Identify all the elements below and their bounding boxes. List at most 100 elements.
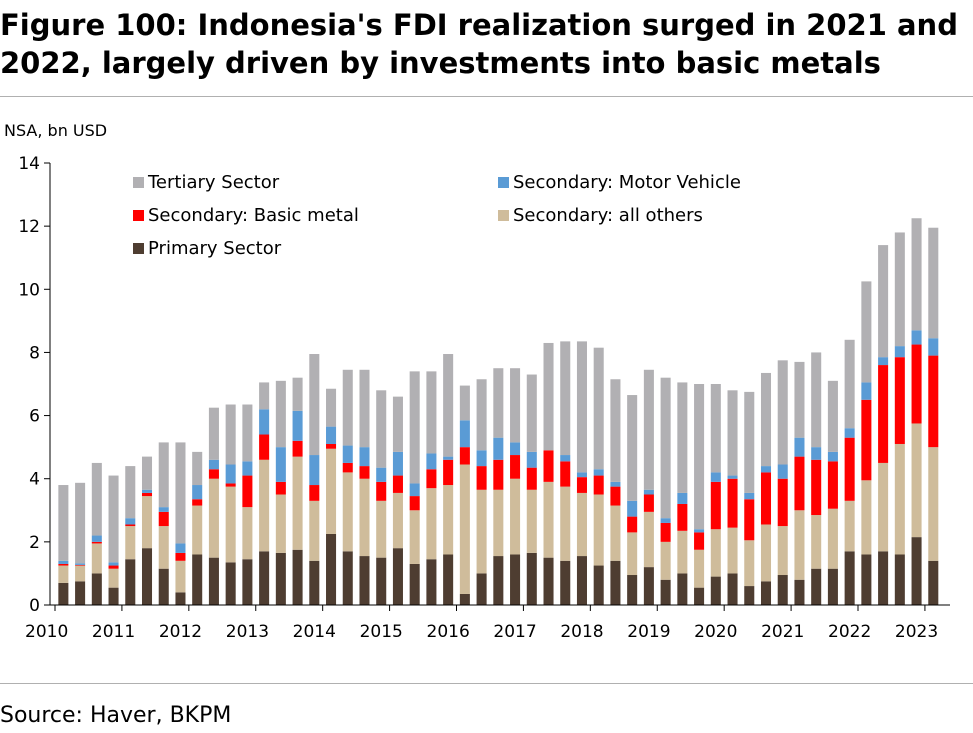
bar-segment-secondary-basic-metal bbox=[777, 478, 788, 527]
bar-segment-secondary-all-others bbox=[141, 496, 153, 549]
legend-label: Secondary: Motor Vehicle bbox=[513, 172, 741, 193]
bar-segment-tertiary-sector bbox=[677, 382, 688, 493]
bar-segment-secondary-all-others bbox=[91, 543, 102, 574]
bar-segment-secondary-basic-metal bbox=[275, 481, 286, 495]
bar-segment-primary-sector bbox=[543, 557, 554, 605]
bar-segment-secondary-motor-vehicle bbox=[827, 451, 838, 462]
bar-segment-secondary-all-others bbox=[192, 505, 203, 555]
bar-segment-secondary-motor-vehicle bbox=[208, 459, 219, 470]
bar-segment-secondary-all-others bbox=[694, 549, 705, 588]
x-tick-label: 2014 bbox=[293, 622, 336, 642]
bar-segment-secondary-all-others bbox=[811, 515, 822, 569]
bar-segment-secondary-basic-metal bbox=[811, 459, 822, 516]
bar-segment-primary-sector bbox=[208, 557, 219, 605]
bar-segment-tertiary-sector bbox=[643, 369, 654, 490]
bar-segment-tertiary-sector bbox=[175, 442, 186, 544]
bar-segment-tertiary-sector bbox=[326, 388, 337, 427]
legend-label: Secondary: all others bbox=[513, 205, 703, 226]
bar-segment-primary-sector bbox=[459, 593, 470, 605]
bar-segment-primary-sector bbox=[627, 575, 638, 605]
bar-segment-secondary-basic-metal bbox=[643, 494, 654, 512]
bar-segment-primary-sector bbox=[928, 560, 939, 605]
bar-segment-tertiary-sector bbox=[576, 341, 587, 473]
bar-segment-primary-sector bbox=[694, 587, 705, 605]
legend-label: Tertiary Sector bbox=[147, 172, 280, 193]
bar-segment-secondary-basic-metal bbox=[326, 443, 337, 449]
bar-segment-primary-sector bbox=[794, 579, 805, 605]
bar-segment-secondary-motor-vehicle bbox=[158, 507, 169, 512]
y-axis: 0 2 4 6 8 10 12 14 bbox=[18, 154, 51, 616]
bar-segment-tertiary-sector bbox=[459, 385, 470, 421]
bar-segment-secondary-basic-metal bbox=[208, 469, 219, 479]
bar-segment-tertiary-sector bbox=[794, 361, 805, 438]
bar-segment-secondary-basic-metal bbox=[443, 459, 454, 486]
bar-segment-secondary-basic-metal bbox=[242, 475, 253, 508]
bar-segment-secondary-all-others bbox=[911, 423, 922, 538]
bar-segment-secondary-all-others bbox=[844, 500, 855, 552]
bar-segment-tertiary-sector bbox=[292, 377, 303, 411]
x-tick-label: 2022 bbox=[828, 622, 871, 642]
bar-segment-secondary-all-others bbox=[376, 500, 387, 558]
bar-segment-tertiary-sector bbox=[694, 384, 705, 530]
bar-segment-secondary-all-others bbox=[760, 524, 772, 582]
bar-segment-tertiary-sector bbox=[342, 369, 353, 446]
bar-segment-primary-sector bbox=[108, 587, 119, 605]
bar-segment-primary-sector bbox=[91, 573, 102, 605]
bar-segment-primary-sector bbox=[158, 568, 169, 605]
bar-segment-secondary-basic-metal bbox=[878, 365, 889, 463]
y-tick-label: 8 bbox=[29, 343, 40, 363]
bar-segment-secondary-basic-metal bbox=[627, 516, 638, 533]
bar-segment-secondary-all-others bbox=[175, 560, 186, 593]
bar-segment-secondary-motor-vehicle bbox=[443, 456, 454, 460]
bar-segment-tertiary-sector bbox=[192, 451, 203, 486]
bar-segment-secondary-all-others bbox=[894, 443, 905, 555]
bar-segment-primary-sector bbox=[811, 568, 822, 605]
bar-segment-secondary-motor-vehicle bbox=[777, 464, 788, 479]
bar-segment-secondary-all-others bbox=[242, 507, 253, 560]
bar-segment-secondary-all-others bbox=[610, 505, 621, 561]
x-tick-label: 2011 bbox=[92, 622, 135, 642]
bar-segment-secondary-all-others bbox=[560, 486, 571, 561]
bar-segment-primary-sector bbox=[75, 581, 86, 605]
bar-segment-tertiary-sector bbox=[443, 354, 454, 457]
bar-segment-secondary-basic-metal bbox=[392, 475, 403, 493]
bar-segment-secondary-all-others bbox=[526, 489, 537, 553]
bar-segment-secondary-motor-vehicle bbox=[861, 382, 872, 400]
bar-segment-primary-sector bbox=[259, 551, 270, 605]
bar-segment-primary-sector bbox=[476, 573, 487, 605]
bar-segment-secondary-motor-vehicle bbox=[727, 475, 738, 479]
bar-segment-secondary-all-others bbox=[225, 486, 236, 563]
bar-segment-secondary-basic-metal bbox=[911, 344, 922, 424]
y-axis-label: NSA, bn USD bbox=[4, 121, 107, 140]
legend-swatch bbox=[498, 210, 509, 221]
x-tick-label: 2018 bbox=[560, 622, 603, 642]
bar-segment-secondary-all-others bbox=[660, 541, 671, 580]
bar-segment-primary-sector bbox=[660, 579, 671, 605]
bar-segment-secondary-motor-vehicle bbox=[175, 543, 186, 553]
bar-segment-secondary-motor-vehicle bbox=[811, 447, 822, 460]
bar-segment-secondary-motor-vehicle bbox=[108, 562, 119, 566]
bar-segment-secondary-basic-metal bbox=[526, 467, 537, 490]
bar-segment-secondary-basic-metal bbox=[141, 492, 153, 497]
bar-segment-secondary-basic-metal bbox=[376, 481, 387, 501]
bar-segment-tertiary-sector bbox=[827, 380, 838, 452]
bar-segment-secondary-motor-vehicle bbox=[911, 330, 922, 345]
bar-segment-secondary-all-others bbox=[861, 480, 872, 555]
bar-segment-primary-sector bbox=[911, 537, 922, 605]
bar-segment-secondary-all-others bbox=[58, 565, 69, 583]
bar-segment-primary-sector bbox=[225, 562, 236, 605]
y-tick-label: 12 bbox=[18, 217, 40, 237]
bar-segment-secondary-basic-metal bbox=[827, 461, 838, 509]
bar-segment-secondary-all-others bbox=[409, 510, 420, 564]
y-tick-label: 4 bbox=[29, 470, 40, 490]
legend: Tertiary Sector Secondary: Motor Vehicle S… bbox=[133, 172, 741, 259]
bar-segment-secondary-all-others bbox=[476, 489, 487, 574]
bar-segment-primary-sector bbox=[141, 548, 153, 605]
bar-segment-secondary-motor-vehicle bbox=[560, 455, 571, 462]
legend-swatch bbox=[133, 243, 144, 254]
bar-segment-secondary-basic-metal bbox=[426, 469, 437, 489]
bar-segment-secondary-motor-vehicle bbox=[794, 437, 805, 457]
bar-segment-secondary-basic-metal bbox=[760, 472, 772, 525]
bar-segment-secondary-motor-vehicle bbox=[593, 469, 604, 476]
bar-segment-secondary-all-others bbox=[125, 526, 136, 560]
